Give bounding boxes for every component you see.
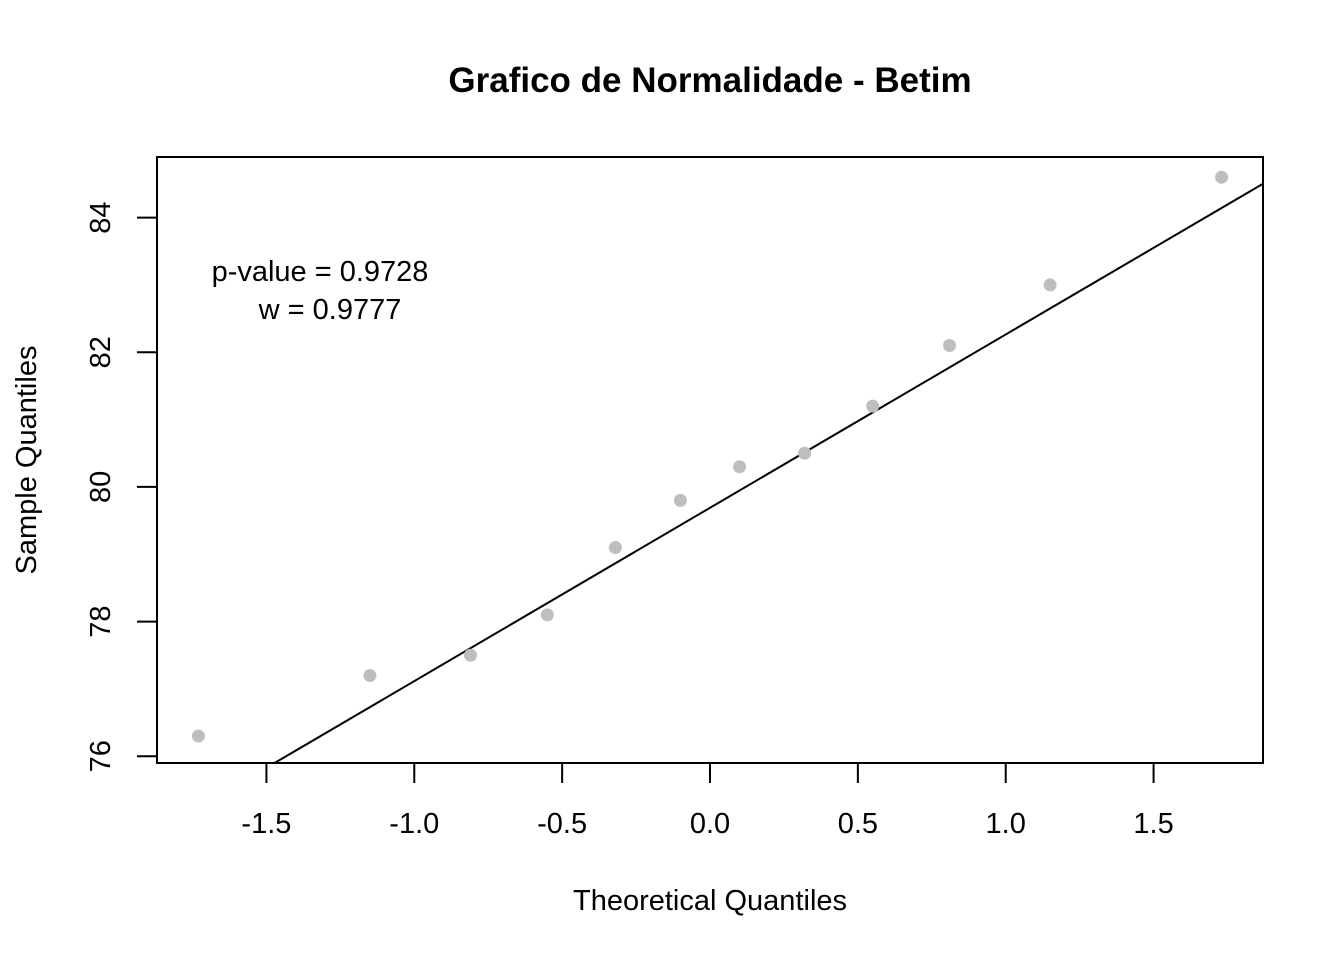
x-tick-label: 0.5 <box>838 808 878 840</box>
x-tick-label: -1.0 <box>389 808 439 840</box>
x-tick-label: -0.5 <box>537 808 587 840</box>
x-tick-label: 1.5 <box>1133 808 1173 840</box>
reference-line-layer <box>274 182 1264 764</box>
w-statistic-annotation: w = 0.9777 <box>258 294 402 326</box>
x-tick-label: 0.0 <box>690 808 730 840</box>
x-axis-label: Theoretical Quantiles <box>573 885 847 917</box>
data-point <box>540 608 554 622</box>
data-point <box>1215 170 1229 184</box>
y-tick-label: 76 <box>85 740 117 772</box>
plot-frame <box>156 156 1264 764</box>
data-point <box>798 446 812 460</box>
reference-line <box>274 182 1264 764</box>
data-point <box>363 668 377 682</box>
data-point <box>866 399 880 413</box>
y-tick-label: 78 <box>85 605 117 637</box>
y-tick-label: 82 <box>85 336 117 368</box>
data-point <box>191 729 205 743</box>
y-axis: 76 78 80 82 84 <box>85 201 158 772</box>
y-tick-label: 80 <box>85 471 117 503</box>
chart-title: Grafico de Normalidade - Betim <box>448 61 971 100</box>
data-point <box>1043 278 1057 292</box>
y-tick-label: 84 <box>85 201 117 233</box>
data-point <box>733 460 747 474</box>
x-tick-label: 1.0 <box>986 808 1026 840</box>
x-tick-label: -1.5 <box>241 808 291 840</box>
x-axis: -1.5 -1.0 -0.5 0.0 0.5 1.0 1.5 <box>241 762 1174 840</box>
p-value-annotation: p-value = 0.9728 <box>212 256 429 288</box>
plot-area <box>156 156 1264 764</box>
data-point <box>463 648 477 662</box>
data-point <box>608 541 622 555</box>
data-point <box>673 493 687 507</box>
data-point <box>943 339 957 353</box>
points-layer <box>191 170 1229 743</box>
y-axis-label: Sample Quantiles <box>11 346 43 575</box>
